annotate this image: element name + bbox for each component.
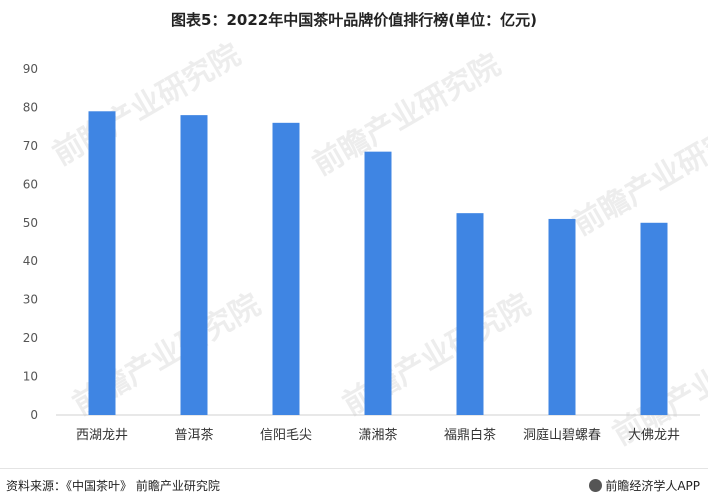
- bar-chart: 0 10 20 30 40 50 60 70 80 90 西湖龙井 普洱茶 信阳毛尖 潇湘茶 福鼎白茶 洞庭山…: [23, 62, 700, 443]
- bar: [364, 151, 392, 415]
- logo-text: 前瞻经济学人APP: [605, 479, 700, 493]
- footer: 资料来源：《中国茶叶》 前瞻产业研究院 前瞻经济学人APP: [0, 468, 708, 504]
- brand-logo: 前瞻经济学人APP: [589, 477, 700, 494]
- x-tick-label: 潇湘茶: [358, 427, 397, 443]
- logo-icon: [589, 479, 603, 492]
- x-tick-label: 普洱茶: [174, 427, 213, 443]
- bar: [640, 222, 668, 415]
- y-tick-label: 60: [23, 177, 38, 191]
- source-note: 资料来源：《中国茶叶》 前瞻产业研究院: [6, 479, 220, 493]
- x-tick-label: 洞庭山碧螺春: [523, 427, 601, 443]
- bar: [456, 213, 484, 415]
- x-tick-label: 福鼎白茶: [444, 427, 496, 443]
- y-tick-label: 90: [23, 62, 38, 76]
- bar: [88, 111, 116, 416]
- y-tick-label: 20: [23, 331, 38, 345]
- y-tick-label: 70: [23, 139, 38, 153]
- y-tick-label: 50: [23, 216, 38, 230]
- y-tick-label: 40: [23, 254, 38, 268]
- y-tick-label: 10: [23, 370, 38, 384]
- chart-title: 图表5：2022年中国茶叶品牌价值排行榜(单位：亿元): [171, 11, 537, 29]
- bar: [548, 218, 576, 415]
- y-tick-label: 80: [23, 100, 38, 114]
- x-tick-label: 信阳毛尖: [260, 428, 312, 443]
- x-tick-label: 西湖龙井: [76, 428, 128, 443]
- bar: [180, 115, 208, 415]
- x-tick-label: 大佛龙井: [628, 428, 680, 443]
- y-tick-label: 30: [23, 293, 38, 307]
- bar: [272, 122, 300, 416]
- y-tick-label: 0: [30, 408, 38, 422]
